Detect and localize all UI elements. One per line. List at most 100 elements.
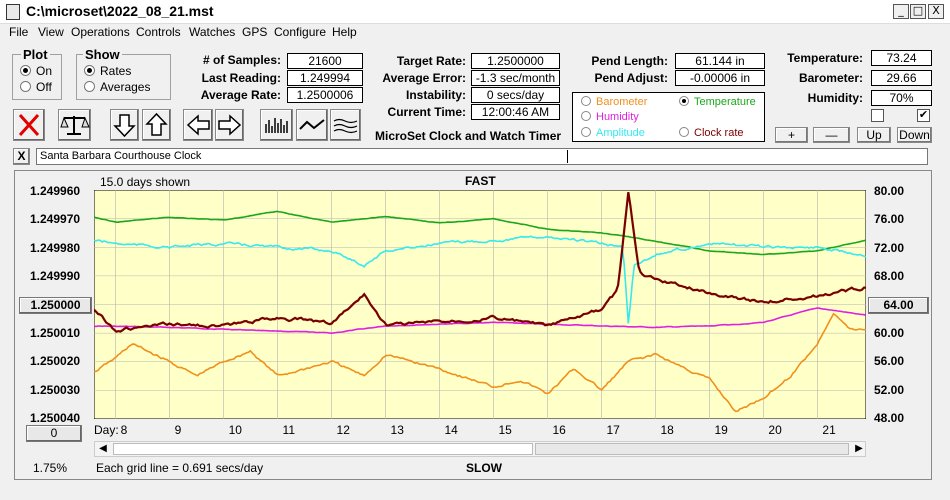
x-tick-label: 20 xyxy=(768,423,782,437)
bar-graph-icon xyxy=(265,118,288,133)
legend-humidity[interactable]: Humidity xyxy=(581,111,639,123)
menu-watches[interactable]: Watches xyxy=(189,25,236,39)
scroll-right-icon[interactable]: ▶ xyxy=(855,443,863,454)
legend-temperature[interactable]: Temperature xyxy=(679,96,756,108)
slow-label: SLOW xyxy=(466,461,502,475)
left-arrow-button[interactable] xyxy=(183,109,213,141)
legend-clock-rate[interactable]: Clock rate xyxy=(679,127,744,139)
menu-operations[interactable]: Operations xyxy=(71,25,130,39)
days-shown-label: 15.0 days shown xyxy=(100,175,191,189)
average-rate-value: 1.2500006 xyxy=(287,87,363,103)
up-button[interactable]: Up xyxy=(857,127,891,143)
instability-value: 0 secs/day xyxy=(471,87,560,103)
scroll-track[interactable] xyxy=(113,443,533,455)
menu-controls[interactable]: Controls xyxy=(136,25,181,39)
x-tick-label: 11 xyxy=(282,423,296,437)
menu-help[interactable]: Help xyxy=(332,25,357,39)
chart-frame xyxy=(14,170,932,480)
show-rates-radio[interactable]: Rates xyxy=(84,64,131,78)
last-reading-label: Last Reading: xyxy=(201,71,281,85)
horizontal-scrollbar[interactable]: ◀ ▶ xyxy=(94,441,866,457)
app-icon[interactable] xyxy=(6,4,20,20)
line-graph-button[interactable] xyxy=(296,109,328,141)
y-right-tick: 80.00 xyxy=(874,184,905,198)
series-line-amplitude xyxy=(94,235,866,324)
barometer-label: Barometer: xyxy=(798,71,863,85)
samples-value: 21600 xyxy=(287,53,363,69)
plot-off-radio[interactable]: Off xyxy=(20,80,52,94)
y-left-tick: 1.250020 xyxy=(30,354,81,368)
right-arrow-button[interactable] xyxy=(215,109,244,141)
x-tick-label: 10 xyxy=(228,423,242,437)
rate-chart xyxy=(94,190,866,419)
y-right-tick: 52.00 xyxy=(874,383,905,397)
balance-scale-icon xyxy=(60,116,90,135)
x-tick-label: 18 xyxy=(660,423,674,437)
center-rate-button[interactable]: 1.250000 xyxy=(19,297,92,314)
grid-note: Each grid line = 0.691 secs/day xyxy=(96,461,264,475)
y-left-tick: 1.249960 xyxy=(30,184,81,198)
clear-tag-button[interactable]: X xyxy=(13,148,30,165)
menu-configure[interactable]: Configure xyxy=(274,25,327,39)
average-error-label: Average Error: xyxy=(382,71,466,85)
y-right-tick: 72.00 xyxy=(874,241,905,255)
close-window-button[interactable]: X xyxy=(928,4,944,19)
day-axis-label: Day: xyxy=(94,423,119,437)
menu-view[interactable]: View xyxy=(38,25,64,39)
plot-group-title: Plot xyxy=(21,47,50,62)
minus-button[interactable]: — xyxy=(813,127,850,143)
show-averages-radio[interactable]: Averages xyxy=(84,80,150,94)
title-bar: C:\microset\2022_08_21.mst _ □ X xyxy=(0,0,950,24)
x-tick-label: 17 xyxy=(606,423,620,437)
y-left-tick: 1.250030 xyxy=(30,383,81,397)
fast-label: FAST xyxy=(465,174,496,188)
arrow-down-icon xyxy=(113,114,136,138)
grid-lines xyxy=(94,190,866,419)
window-title: C:\microset\2022_08_21.mst xyxy=(26,3,214,19)
show-group: Show Rates Averages xyxy=(76,47,171,100)
down-button[interactable]: Down xyxy=(897,127,932,143)
multi-line-icon xyxy=(333,118,358,134)
pend-adjust-value: -0.00006 in xyxy=(675,70,765,86)
y-right-tick: 60.00 xyxy=(874,326,905,340)
x-tick-label: 19 xyxy=(714,423,728,437)
maximize-button[interactable]: □ xyxy=(910,4,926,19)
down-arrow-button[interactable] xyxy=(110,109,139,141)
series-lines xyxy=(94,192,866,413)
scroll-left-icon[interactable]: ◀ xyxy=(99,443,107,454)
plot-legend: Barometer Temperature Humidity Amplitude… xyxy=(572,92,765,142)
option-checkbox-1[interactable] xyxy=(871,109,884,122)
menu-gps[interactable]: GPS xyxy=(242,25,268,39)
clock-name-field[interactable]: Santa Barbara Courthouse Clock xyxy=(36,148,928,165)
option-checkbox-2[interactable]: ✔ xyxy=(917,109,930,122)
y-left-tick: 1.250010 xyxy=(30,326,81,340)
target-rate-value: 1.2500000 xyxy=(471,53,560,69)
arrow-up-icon xyxy=(145,112,168,136)
stop-button[interactable] xyxy=(13,109,45,141)
y-left-tick: 1.250040 xyxy=(30,411,81,425)
text-cursor xyxy=(567,150,568,163)
menu-bar: File View Operations Controls Watches GP… xyxy=(0,24,950,42)
plot-on-radio[interactable]: On xyxy=(20,64,52,78)
instability-label: Instability: xyxy=(405,88,466,102)
minimize-button[interactable]: _ xyxy=(893,4,909,19)
bar-graph-button[interactable] xyxy=(260,109,293,141)
center-value-button[interactable]: 64.00 xyxy=(868,297,929,314)
balance-button[interactable] xyxy=(58,109,91,141)
x-tick-label: 12 xyxy=(336,423,350,437)
stop-x-icon xyxy=(18,113,40,137)
y-right-tick: 76.00 xyxy=(874,212,905,226)
series-line-barometer xyxy=(94,312,866,413)
x-tick-label: 21 xyxy=(822,423,836,437)
line-graph-icon xyxy=(299,119,325,130)
scroll-thumb[interactable] xyxy=(535,443,849,455)
series-line-clock-rate xyxy=(94,192,866,333)
x-tick-label: 13 xyxy=(390,423,404,437)
plus-button[interactable]: + xyxy=(775,127,808,143)
up-arrow-button[interactable] xyxy=(142,109,171,141)
legend-barometer[interactable]: Barometer xyxy=(581,96,647,108)
zero-button[interactable]: 0 xyxy=(26,425,82,442)
menu-file[interactable]: File xyxy=(9,25,29,39)
legend-amplitude[interactable]: Amplitude xyxy=(581,127,645,139)
multi-line-button[interactable] xyxy=(330,109,361,141)
